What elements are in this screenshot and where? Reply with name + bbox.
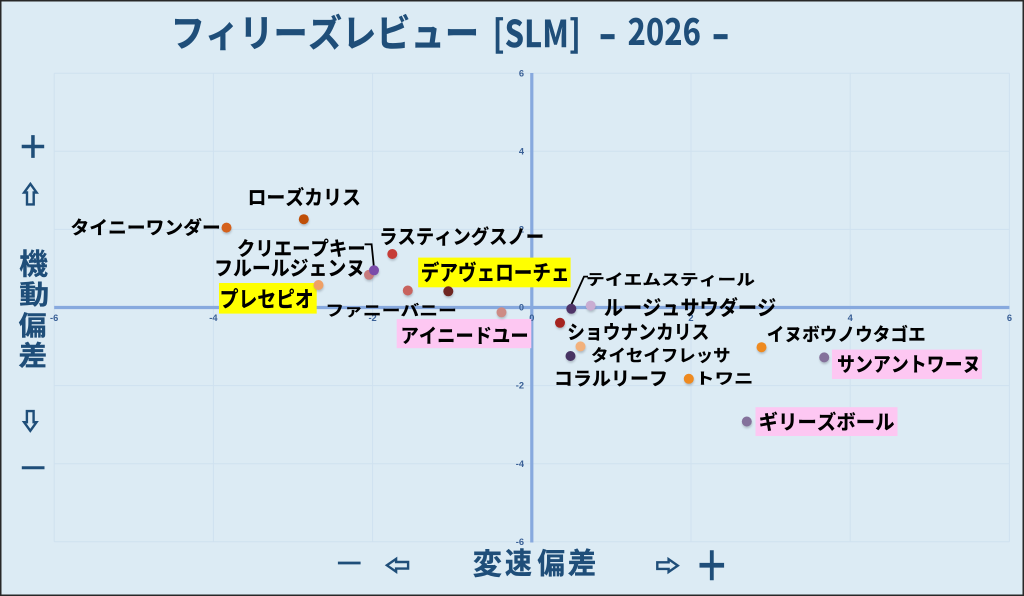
svg-text:2: 2 [688, 313, 693, 323]
svg-text:-4: -4 [209, 313, 218, 323]
svg-text:6: 6 [1007, 313, 1012, 323]
svg-text:-2: -2 [516, 381, 524, 391]
svg-text:-2: -2 [368, 313, 376, 323]
svg-text:6: 6 [519, 68, 524, 78]
svg-text:4: 4 [848, 313, 854, 323]
svg-text:4: 4 [519, 146, 525, 156]
svg-text:0: 0 [519, 303, 524, 313]
svg-text:-6: -6 [516, 537, 524, 547]
svg-text:-4: -4 [516, 459, 525, 469]
svg-text:0: 0 [529, 313, 534, 323]
svg-text:-6: -6 [50, 313, 58, 323]
